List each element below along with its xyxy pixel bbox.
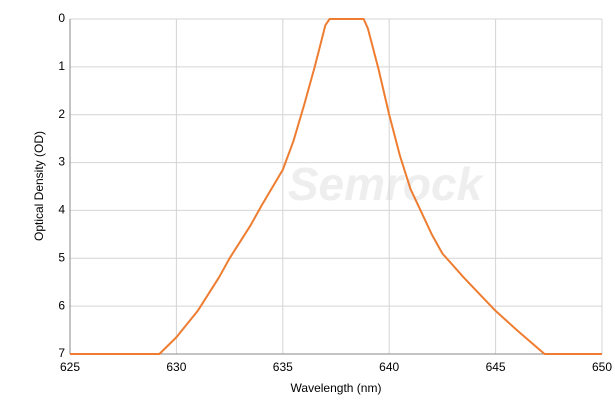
x-axis-label: Wavelength (nm) [291, 381, 382, 395]
line-series [70, 18, 602, 355]
x-tick-label: 625 [60, 360, 80, 374]
watermark: Semrock [288, 158, 485, 210]
y-tick-label: 5 [58, 250, 65, 264]
y-tick-label: 7 [58, 346, 65, 360]
y-axis-label: Optical Density (OD) [32, 131, 46, 241]
y-tick-label: 2 [58, 107, 65, 121]
y-tick-label: 0 [58, 11, 65, 25]
x-tick-label: 630 [166, 360, 186, 374]
x-tick-label: 640 [379, 360, 399, 374]
x-tick-label: 645 [486, 360, 506, 374]
y-tick-label: 1 [58, 59, 65, 73]
x-tick-label: 650 [592, 360, 612, 374]
y-tick-label: 3 [58, 155, 65, 169]
x-tick-label: 635 [273, 360, 293, 374]
y-tick-label: 4 [58, 203, 65, 217]
y-tick-label: 6 [58, 298, 65, 312]
